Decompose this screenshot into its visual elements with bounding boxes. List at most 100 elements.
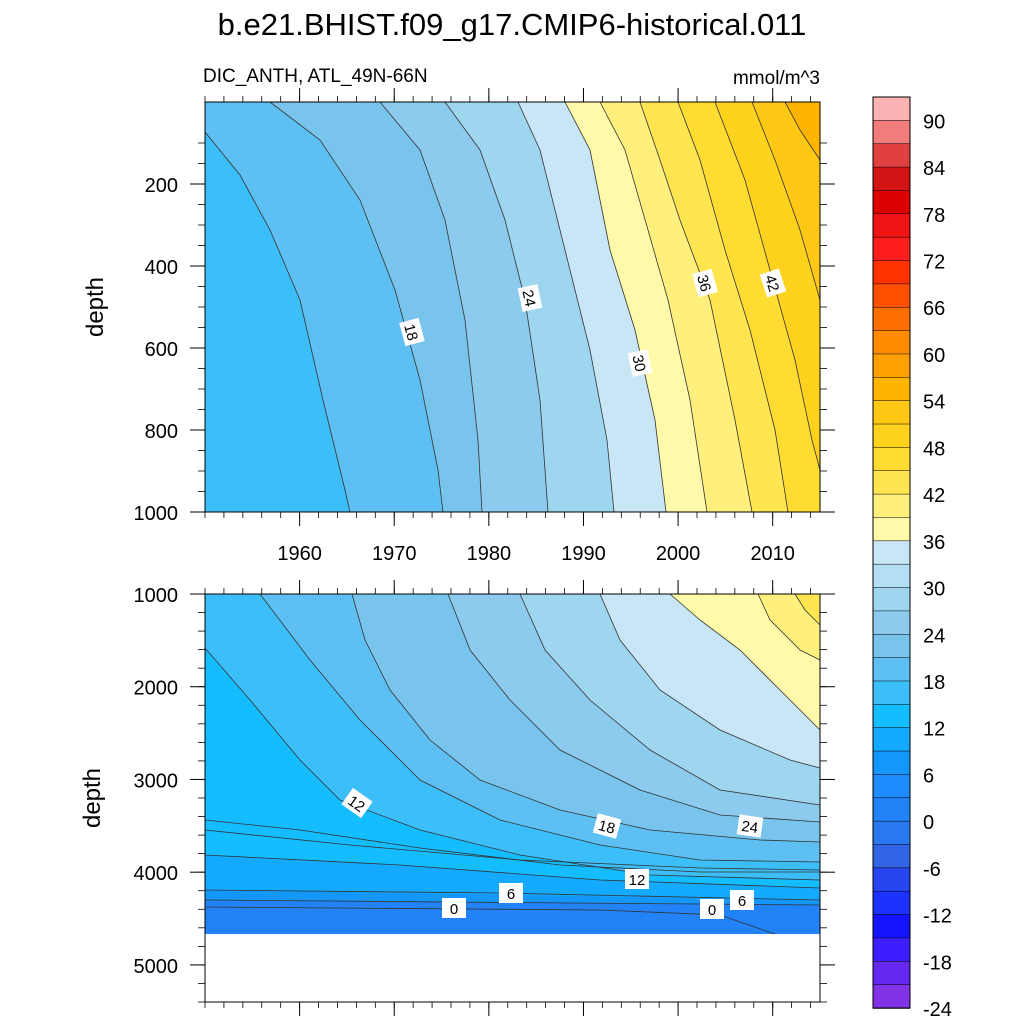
- colorbar-swatch: [872, 774, 911, 799]
- svg-text:6: 6: [507, 886, 515, 903]
- colorbar-swatch: [872, 890, 911, 916]
- colorbar-swatch: [872, 353, 911, 379]
- x-tick-label: 1970: [372, 543, 417, 565]
- upper-contour-lines: [204, 101, 821, 513]
- svg-text:24: 24: [740, 818, 759, 837]
- x-tick-label: 1980: [467, 543, 512, 565]
- colorbar-tick-label: 78: [923, 205, 945, 227]
- y-tick-label: 2000: [134, 678, 179, 700]
- colorbar-swatch: [872, 96, 911, 122]
- colorbar-tick-label: -18: [923, 952, 952, 974]
- colorbar: 908478726660544842363024181260-6-12-18-2…: [872, 96, 952, 1021]
- colorbar-swatch: [872, 867, 911, 892]
- units-label: mmol/m^3: [733, 68, 820, 89]
- colorbar-tick-label: -6: [923, 859, 941, 881]
- colorbar-tick-label: 0: [923, 812, 934, 834]
- colorbar-swatch: [872, 517, 911, 542]
- colorbar-swatch: [872, 610, 911, 636]
- colorbar-swatch: [872, 166, 911, 192]
- colorbar-tick-label: 24: [923, 625, 945, 647]
- y-tick-label: 200: [145, 175, 178, 197]
- x-tick-label: 1960: [277, 543, 322, 565]
- colorbar-swatch: [872, 236, 911, 262]
- colorbar-tick-label: 72: [923, 252, 945, 274]
- colorbar-swatch: [872, 400, 911, 425]
- colorbar-swatch: [872, 914, 911, 939]
- colorbar-swatch: [872, 377, 911, 402]
- colorbar-swatch: [872, 283, 911, 308]
- colorbar-tick-label: 48: [923, 438, 945, 460]
- svg-text:12: 12: [344, 792, 367, 815]
- y-tick-label: 3000: [134, 770, 179, 792]
- colorbar-tick-label: 60: [923, 345, 945, 367]
- contour-label: 6: [499, 883, 523, 903]
- colorbar-swatch: [872, 961, 911, 986]
- colorbar-swatch: [872, 844, 911, 869]
- colorbar-tick-label: -12: [923, 906, 952, 928]
- contour-label: 24: [736, 814, 764, 838]
- upper-y-axis-label: depth: [82, 277, 109, 337]
- colorbar-swatch: [872, 447, 911, 472]
- contour-label: 30: [627, 349, 653, 377]
- y-tick-label: 4000: [134, 863, 179, 885]
- colorbar-swatch: [872, 190, 911, 215]
- colorbar-tick-label: 54: [923, 392, 945, 414]
- lower-contour-fill: [205, 594, 820, 1002]
- chart-subtitle: DIC_ANTH, ATL_49N-66N: [203, 66, 428, 87]
- colorbar-swatch: [872, 634, 911, 659]
- y-tick-label: 1000: [134, 585, 179, 607]
- contour-label: 12: [341, 787, 373, 819]
- y-tick-label: 5000: [134, 956, 179, 978]
- colorbar-swatch: [872, 213, 911, 238]
- colorbar-tick-label: 18: [923, 672, 945, 694]
- svg-text:42: 42: [761, 273, 782, 294]
- upper-contour-labels: 18 24 30 36 42: [399, 268, 787, 377]
- contour-label: 36: [692, 268, 718, 298]
- colorbar-swatch: [872, 657, 911, 682]
- colorbar-swatch: [872, 680, 911, 706]
- colorbar-tick-label: 6: [923, 765, 934, 787]
- lower-contour-labels: 12 18 24 6 12 0 0 6: [341, 787, 764, 919]
- contour-label: 18: [399, 317, 425, 347]
- lower-y-axis-label: depth: [79, 768, 106, 828]
- colorbar-swatch: [872, 260, 911, 285]
- contour-label: 42: [759, 268, 787, 298]
- x-tick-label: 2000: [656, 543, 701, 565]
- svg-text:36: 36: [693, 273, 714, 294]
- colorbar-tick-label: 84: [923, 158, 945, 180]
- colorbar-swatch: [872, 727, 911, 752]
- colorbar-tick-label: 12: [923, 719, 945, 741]
- contour-label: 0: [442, 898, 466, 918]
- colorbar-tick-label: 66: [923, 298, 945, 320]
- colorbar-swatch: [872, 540, 911, 565]
- contour-label: 18: [592, 813, 622, 839]
- colorbar-swatch: [872, 470, 911, 495]
- svg-text:30: 30: [628, 353, 648, 373]
- colorbar-swatch: [872, 797, 911, 822]
- svg-text:0: 0: [450, 901, 458, 918]
- colorbar-swatch: [872, 750, 911, 776]
- colorbar-tick-label: -24: [923, 999, 952, 1021]
- colorbar-swatch: [872, 984, 911, 1009]
- chart-title: b.e21.BHIST.f09_g17.CMIP6-historical.011: [218, 7, 807, 42]
- svg-text:18: 18: [400, 322, 421, 343]
- colorbar-swatch: [872, 587, 911, 612]
- svg-text:18: 18: [596, 817, 617, 838]
- lower-panel: 12 18 24 6 12 0 0 6 1000 2000 3000 4000 5000 depth: [79, 580, 835, 1016]
- x-tick-label: 2010: [750, 543, 795, 565]
- upper-contour-fill: [205, 102, 820, 512]
- y-tick-label: 600: [145, 339, 178, 361]
- colorbar-swatch: [872, 330, 911, 355]
- colorbar-swatch: [872, 493, 911, 519]
- svg-text:6: 6: [738, 893, 746, 910]
- svg-text:24: 24: [518, 288, 538, 308]
- svg-text:12: 12: [629, 872, 646, 889]
- contour-label: 6: [730, 890, 754, 910]
- colorbar-swatch: [872, 704, 911, 729]
- contour-label: 12: [625, 869, 649, 889]
- upper-panel: 18 24 30 36 42 200 400 600 800 1000 1960 1970 1980 1…: [82, 88, 835, 565]
- x-tick-label: 1990: [561, 543, 606, 565]
- upper-axis-ticks: 200 400 600 800 1000 1960 1970 1980 1990 2000 2010: [134, 88, 835, 565]
- y-tick-label: 1000: [134, 503, 179, 525]
